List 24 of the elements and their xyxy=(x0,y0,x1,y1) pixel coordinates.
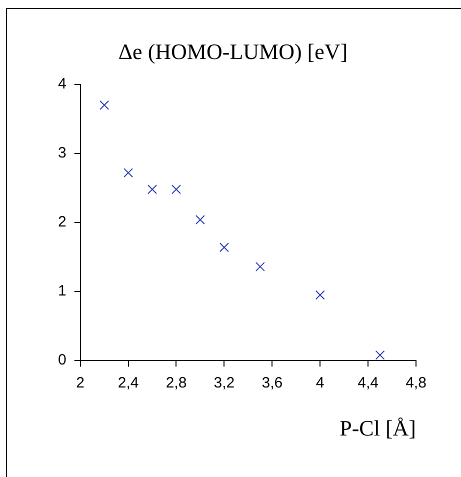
point xyxy=(195,214,205,224)
y-tick-label: 3 xyxy=(58,144,66,162)
x-tick-label: 4,8 xyxy=(406,374,426,392)
point xyxy=(315,290,325,300)
x-axis-title: P-Cl [Å] xyxy=(340,416,416,441)
x-tick-label: 2 xyxy=(76,374,85,392)
x-tick-label: 4,4 xyxy=(358,374,378,392)
x-tick-label: 3,2 xyxy=(214,374,235,392)
y-tick-label: 1 xyxy=(58,282,66,300)
point xyxy=(219,242,229,252)
x-tick-label: 2,4 xyxy=(118,374,139,392)
point xyxy=(100,100,110,110)
point xyxy=(124,168,134,178)
x-tick-label: 3,6 xyxy=(262,374,283,392)
point xyxy=(255,262,265,272)
y-tick-label: 4 xyxy=(58,76,66,93)
y-tick-label: 2 xyxy=(58,214,66,231)
x-tick-label: 4 xyxy=(316,374,324,392)
chart-title: Δe (HOMO-LUMO) [eV] xyxy=(118,38,348,64)
point xyxy=(148,184,158,194)
x-tick-label: 2,8 xyxy=(166,374,187,392)
y-tick-label: 0 xyxy=(58,352,66,369)
point xyxy=(172,184,181,194)
point xyxy=(375,350,385,360)
